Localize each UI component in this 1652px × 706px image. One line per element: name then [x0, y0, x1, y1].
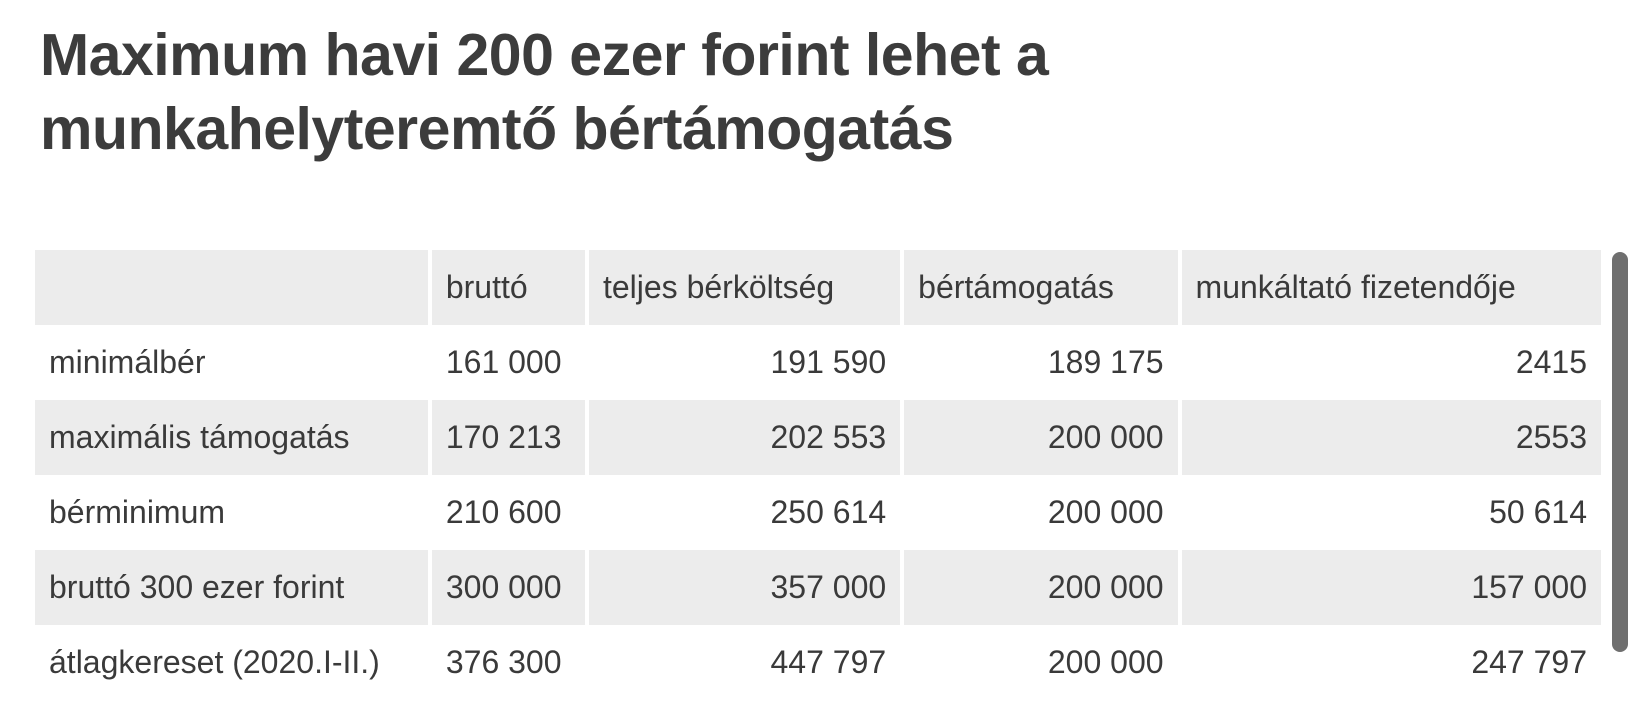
cell-teljes-berkoltseg: 357 000 [588, 550, 901, 625]
row-label: átlagkereset (2020.I-II.) [35, 625, 428, 700]
table-scroll-area[interactable]: bruttó teljes bérköltség bértámogatás mu… [35, 250, 1605, 706]
table-row: bruttó 300 ezer forint 300 000 357 000 2… [35, 550, 1601, 625]
header-cell-teljes-berkoltseg: teljes bérköltség [588, 250, 901, 325]
cell-brutto: 161 000 [431, 325, 585, 400]
header-cell-munkaltato-fizetendoje: munkáltató fizetendője [1181, 250, 1601, 325]
row-label: bérminimum [35, 475, 428, 550]
cell-teljes-berkoltseg: 250 614 [588, 475, 901, 550]
row-label: maximális támogatás [35, 400, 428, 475]
table-row: minimálbér 161 000 191 590 189 175 2415 [35, 325, 1601, 400]
cell-brutto: 210 600 [431, 475, 585, 550]
cell-brutto: 300 000 [431, 550, 585, 625]
cell-munkaltato-fizetendoje: 2553 [1181, 400, 1601, 475]
cell-munkaltato-fizetendoje: 50 614 [1181, 475, 1601, 550]
cell-teljes-berkoltseg: 202 553 [588, 400, 901, 475]
cell-munkaltato-fizetendoje: 2415 [1181, 325, 1601, 400]
header-cell-bertamogatas: bértámogatás [904, 250, 1178, 325]
cell-bertamogatas: 200 000 [904, 475, 1178, 550]
table-header-row: bruttó teljes bérköltség bértámogatás mu… [35, 250, 1601, 325]
row-label: bruttó 300 ezer forint [35, 550, 428, 625]
row-label: minimálbér [35, 325, 428, 400]
cell-bertamogatas: 200 000 [904, 550, 1178, 625]
cell-munkaltato-fizetendoje: 247 797 [1181, 625, 1601, 700]
cell-brutto: 376 300 [431, 625, 585, 700]
chart-title: Maximum havi 200 ezer forint lehet a mun… [40, 22, 1049, 162]
cell-bertamogatas: 200 000 [904, 400, 1178, 475]
cell-brutto: 170 213 [431, 400, 585, 475]
header-cell-empty [35, 250, 428, 325]
table-row: maximális támogatás 170 213 202 553 200 … [35, 400, 1601, 475]
cell-bertamogatas: 189 175 [904, 325, 1178, 400]
cell-bertamogatas: 200 000 [904, 625, 1178, 700]
cell-teljes-berkoltseg: 191 590 [588, 325, 901, 400]
table-row: átlagkereset (2020.I-II.) 376 300 447 79… [35, 625, 1601, 700]
wage-support-table: bruttó teljes bérköltség bértámogatás mu… [35, 250, 1605, 700]
table-row: bérminimum 210 600 250 614 200 000 50 61… [35, 475, 1601, 550]
header-cell-brutto: bruttó [431, 250, 585, 325]
cell-munkaltato-fizetendoje: 157 000 [1181, 550, 1601, 625]
vertical-scrollbar[interactable] [1612, 252, 1628, 652]
cell-teljes-berkoltseg: 447 797 [588, 625, 901, 700]
